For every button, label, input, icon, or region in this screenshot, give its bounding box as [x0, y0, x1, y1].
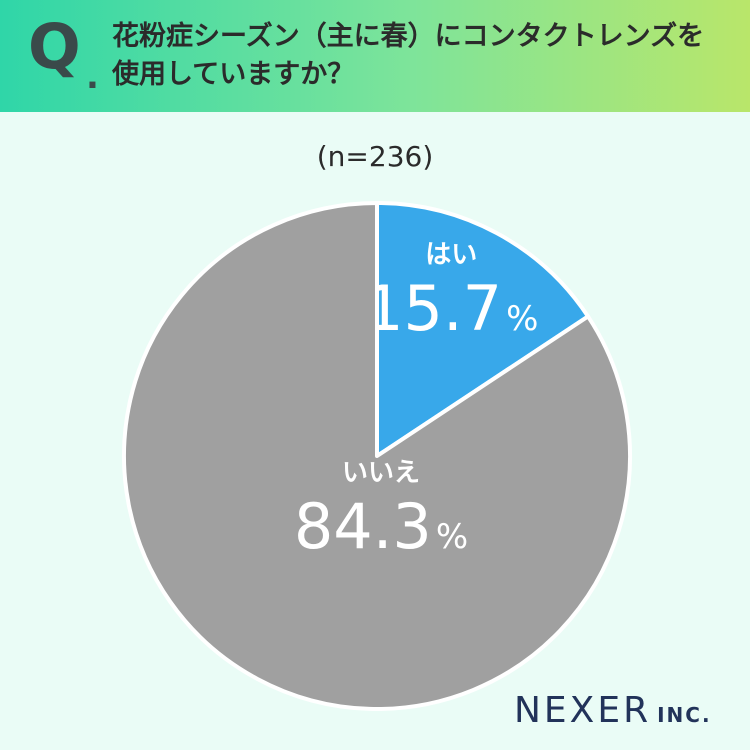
- pie-slice-label-1: いいえ: [342, 458, 420, 488]
- pie-slice-1: [122, 201, 632, 711]
- question-text: 花粉症シーズン（主に春）にコンタクトレンズを 使用していますか？: [112, 18, 732, 94]
- pie-slice-0: [375, 201, 591, 458]
- pie-slice-label-0: はい: [425, 240, 477, 270]
- question-q-mark: Q: [28, 10, 81, 83]
- nexer-logo: NEXER INC.: [514, 690, 712, 731]
- question-line-2: 使用していますか？: [112, 59, 355, 90]
- logo-sub-text: INC.: [657, 703, 712, 727]
- question-q-dot: .: [86, 57, 99, 97]
- question-line-1: 花粉症シーズン（主に春）にコンタクトレンズを: [112, 21, 705, 52]
- logo-main-text: NEXER: [514, 690, 652, 731]
- sample-size-label: (n=236): [316, 140, 434, 173]
- pie-slice-value-1: 84.3%: [294, 490, 468, 563]
- header-banner: Q . 花粉症シーズン（主に春）にコンタクトレンズを 使用していますか？: [0, 0, 750, 112]
- pie-slice-value-0: 15.7%: [364, 272, 538, 345]
